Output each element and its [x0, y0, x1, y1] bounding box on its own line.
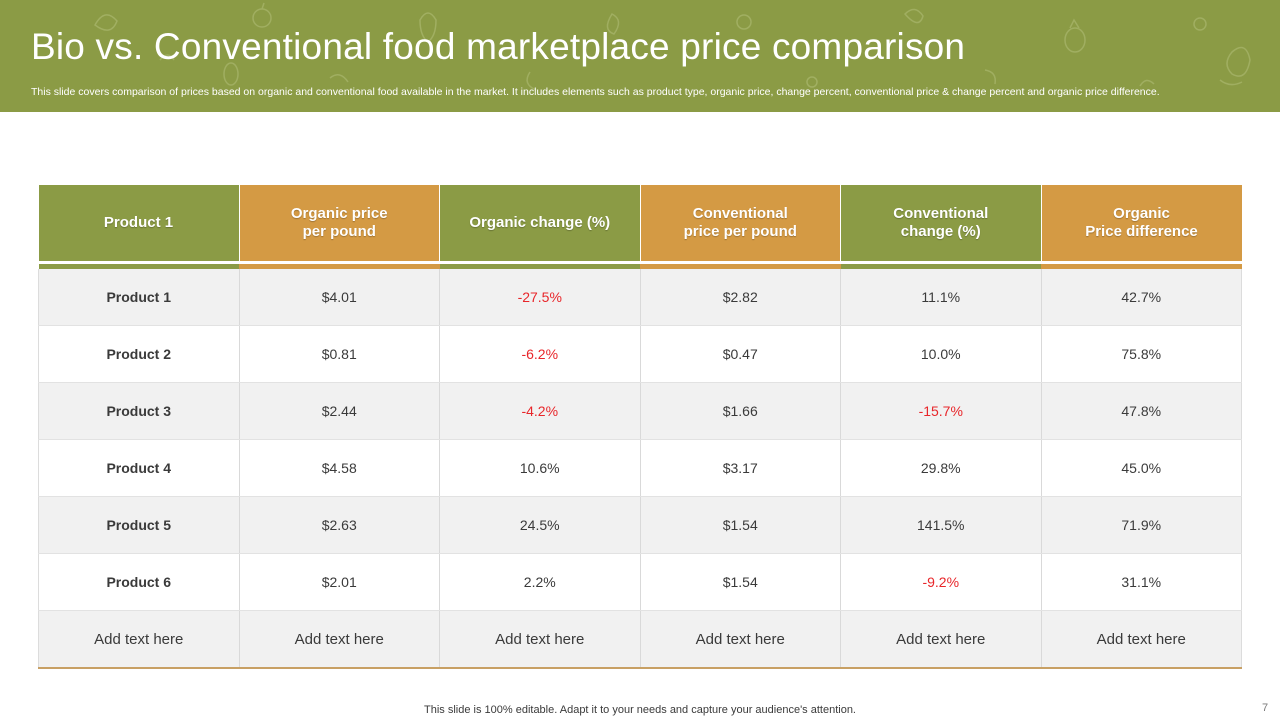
- strip-cell: [840, 261, 1041, 269]
- table-row: Product 5 $2.63 24.5% $1.54 141.5% 71.9%: [38, 496, 1242, 554]
- table-header-row: Product 1 Organic price per pound Organi…: [38, 185, 1242, 263]
- organic-price-cell: $4.58: [238, 439, 440, 497]
- header-conventional-price: Conventional price per pound: [639, 185, 841, 263]
- conventional-price-cell: $0.47: [639, 325, 841, 383]
- organic-price-cell: $4.01: [238, 269, 440, 326]
- price-difference-cell: 47.8%: [1040, 382, 1242, 440]
- header-organic-price-line1: Organic price: [290, 205, 388, 222]
- conventional-price-cell: $1.66: [639, 382, 841, 440]
- header-conventional-change: Conventional change (%): [840, 185, 1041, 263]
- organic-change-cell: 2.2%: [439, 553, 640, 611]
- table-row: Product 4 $4.58 10.6% $3.17 29.8% 45.0%: [38, 439, 1242, 497]
- product-name-cell: Product 6: [38, 553, 239, 611]
- organic-change-cell: -4.2%: [439, 382, 640, 440]
- product-name-cell: Product 2: [38, 325, 239, 383]
- conventional-price-cell: $2.82: [639, 269, 841, 326]
- produce-doodle-pattern: [94, 2, 1251, 91]
- footer-note: This slide is 100% editable. Adapt it to…: [424, 704, 856, 716]
- title-banner: Bio vs. Conventional food marketplace pr…: [0, 0, 1280, 112]
- header-color-strip: [38, 261, 1242, 269]
- header-organic-change: Organic change (%): [439, 185, 640, 263]
- placeholder-cell[interactable]: Add text here: [840, 610, 1041, 669]
- strip-cell: [1041, 261, 1242, 269]
- price-difference-cell: 42.7%: [1040, 269, 1242, 326]
- header-product-line1: Product 1: [103, 214, 174, 231]
- placeholder-row: Add text here Add text here Add text her…: [38, 610, 1242, 669]
- price-comparison-table: Product 1 Organic price per pound Organi…: [38, 185, 1242, 669]
- slide-title: Bio vs. Conventional food marketplace pr…: [31, 26, 966, 67]
- header-price-difference-line1: Organic: [1113, 205, 1170, 222]
- header-conventional-price-line1: Conventional: [692, 205, 788, 222]
- product-name-cell: Product 3: [38, 382, 239, 440]
- organic-change-cell: -27.5%: [439, 269, 640, 326]
- product-name-cell: Product 5: [38, 496, 239, 554]
- strip-cell: [239, 261, 440, 269]
- product-name-cell: Product 1: [38, 269, 239, 326]
- organic-price-cell: $2.63: [238, 496, 440, 554]
- organic-change-cell: 24.5%: [439, 496, 640, 554]
- table-row: Product 6 $2.01 2.2% $1.54 -9.2% 31.1%: [38, 553, 1242, 611]
- conventional-change-cell: -9.2%: [840, 553, 1041, 611]
- placeholder-cell[interactable]: Add text here: [439, 610, 640, 669]
- header-product: Product 1: [38, 185, 239, 263]
- price-difference-cell: 31.1%: [1040, 553, 1242, 611]
- conventional-price-cell: $3.17: [639, 439, 841, 497]
- conventional-change-cell: -15.7%: [840, 382, 1041, 440]
- strip-cell: [640, 261, 841, 269]
- organic-price-cell: $2.44: [238, 382, 440, 440]
- organic-price-cell: $0.81: [238, 325, 440, 383]
- placeholder-cell[interactable]: Add text here: [639, 610, 841, 669]
- conventional-change-cell: 11.1%: [840, 269, 1041, 326]
- page-number: 7: [1262, 702, 1269, 714]
- header-conventional-price-line2: price per pound: [683, 223, 797, 240]
- placeholder-cell[interactable]: Add text here: [238, 610, 440, 669]
- conventional-change-cell: 10.0%: [840, 325, 1041, 383]
- header-price-difference-line2: Price difference: [1085, 223, 1198, 240]
- table-row: Product 3 $2.44 -4.2% $1.66 -15.7% 47.8%: [38, 382, 1242, 440]
- table-row: Product 1 $4.01 -27.5% $2.82 11.1% 42.7%: [38, 269, 1242, 326]
- placeholder-cell[interactable]: Add text here: [1040, 610, 1242, 669]
- product-name-cell: Product 4: [38, 439, 239, 497]
- organic-change-cell: -6.2%: [439, 325, 640, 383]
- slide-subtitle: This slide covers comparison of prices b…: [31, 86, 1160, 98]
- conventional-price-cell: $1.54: [639, 553, 841, 611]
- conventional-price-cell: $1.54: [639, 496, 841, 554]
- organic-change-cell: 10.6%: [439, 439, 640, 497]
- strip-cell: [439, 261, 640, 269]
- header-organic-price: Organic price per pound: [238, 185, 440, 263]
- table-row: Product 2 $0.81 -6.2% $0.47 10.0% 75.8%: [38, 325, 1242, 383]
- header-organic-change-line1: Organic change (%): [469, 214, 611, 231]
- header-organic-price-line2: per pound: [302, 223, 376, 240]
- price-difference-cell: 75.8%: [1040, 325, 1242, 383]
- placeholder-cell[interactable]: Add text here: [38, 610, 239, 669]
- price-difference-cell: 45.0%: [1040, 439, 1242, 497]
- strip-cell: [38, 261, 239, 269]
- conventional-change-cell: 141.5%: [840, 496, 1041, 554]
- header-conventional-change-line1: Conventional: [893, 205, 989, 222]
- header-price-difference: Organic Price difference: [1040, 185, 1242, 263]
- price-difference-cell: 71.9%: [1040, 496, 1242, 554]
- header-conventional-change-line2: change (%): [900, 223, 981, 240]
- organic-price-cell: $2.01: [238, 553, 440, 611]
- conventional-change-cell: 29.8%: [840, 439, 1041, 497]
